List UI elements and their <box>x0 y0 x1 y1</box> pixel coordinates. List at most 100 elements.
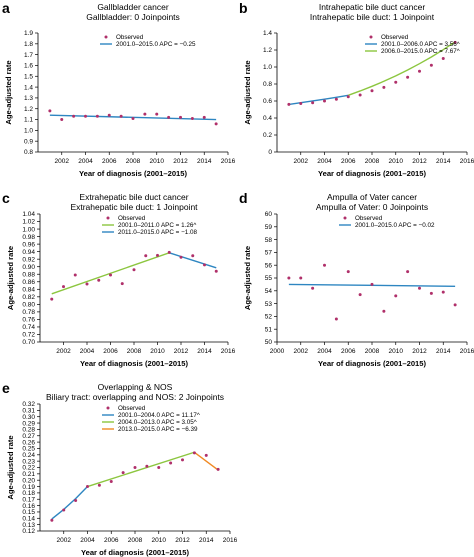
chart-svg-b: b Intrahepatic bile duct cancerIntrahepat… <box>239 0 474 178</box>
y-tick-label: 0.2 <box>263 132 272 139</box>
y-tick-label: 1.4 <box>263 30 272 37</box>
y-tick-label: 1.00 <box>22 226 35 233</box>
observed-point <box>60 118 64 122</box>
y-tick-label: 0.17 <box>22 496 35 503</box>
observed-point <box>97 278 101 282</box>
observed-point <box>214 269 218 273</box>
observed-point <box>453 303 457 307</box>
x-axis-label: Year of diagnosis (2001–2015) <box>79 169 188 178</box>
y-tick-label: 0.32 <box>22 401 35 408</box>
y-tick-label: 0.80 <box>22 302 35 309</box>
observed-point <box>299 102 303 106</box>
panel-letter: c <box>2 190 10 206</box>
y-tick-label: 0.22 <box>22 465 35 472</box>
x-tick-label: 2010 <box>389 348 404 355</box>
observed-point <box>73 273 77 277</box>
x-tick-label: 2004 <box>78 158 93 165</box>
x-tick-label: 2012 <box>175 537 190 544</box>
chart-panel-c: c Extrahepatic bile duct cancer Extrahepat… <box>0 190 237 380</box>
y-tick-label: 0.70 <box>22 339 35 346</box>
observed-point <box>323 263 326 267</box>
y-tick-label: 50 <box>265 339 273 346</box>
y-tick-label: 0.28 <box>22 427 35 434</box>
observed-point <box>453 40 457 44</box>
x-tick-label: 2008 <box>365 158 380 165</box>
x-tick-label: 2002 <box>57 537 72 544</box>
x-tick-label: 2010 <box>389 158 404 165</box>
x-tick-label: 2012 <box>412 348 427 355</box>
legend-marker <box>106 216 110 220</box>
x-tick-label: 2002 <box>55 158 70 165</box>
observed-point <box>133 466 137 469</box>
y-tick-label: 1.0 <box>24 128 33 135</box>
y-tick-label: 0.27 <box>22 433 35 440</box>
x-tick-label: 2006 <box>102 158 117 165</box>
y-tick-label: 0.26 <box>22 439 35 446</box>
observed-point <box>167 250 171 254</box>
x-tick-label: 2014 <box>197 348 212 355</box>
y-axis-label: Age-adjusted rate <box>6 435 15 499</box>
legend-marker <box>343 216 347 220</box>
y-tick-label: 0 <box>268 149 272 156</box>
y-tick-label: 0.25 <box>22 446 35 453</box>
x-tick-label: 2012 <box>412 158 427 165</box>
observed-point <box>323 99 326 103</box>
observed-point <box>192 451 196 455</box>
observed-point <box>144 254 148 258</box>
y-tick-label: 0.30 <box>22 414 35 421</box>
y-tick-label: 1.0 <box>263 64 272 71</box>
chart-panel-d: d Ampulla of Vater cancer Ampulla of Vater… <box>237 190 474 380</box>
observed-point <box>418 286 421 290</box>
y-tick-label: 0.98 <box>22 234 35 241</box>
legend-marker <box>106 406 110 410</box>
legend-label: Observed <box>355 215 383 222</box>
observed-point <box>62 508 66 512</box>
observed-point <box>216 467 220 471</box>
x-tick-label: 2012 <box>174 348 189 355</box>
x-tick-label: 2004 <box>80 348 95 355</box>
x-tick-label: 2014 <box>199 537 214 544</box>
y-tick-label: 1.3 <box>24 95 33 102</box>
x-tick-label: 2000 <box>270 348 285 355</box>
x-axis-label: Year of diagnosis (2001–2015) <box>80 359 189 368</box>
observed-point <box>50 297 54 301</box>
x-tick-label: 2014 <box>197 158 212 165</box>
observed-point <box>406 270 410 274</box>
x-axis-label: Year of diagnosis (2001–2015) <box>318 359 427 368</box>
observed-point <box>132 268 136 272</box>
x-tick-label: 2014 <box>436 158 451 165</box>
chart-subtitle: Extrahepatic bile duct: 1 Joinpoint <box>70 202 198 212</box>
x-tick-label: 2008 <box>127 348 142 355</box>
x-tick-label: 2010 <box>152 537 167 544</box>
chart-subtitle: Gallbladder: 0 Joinpoints <box>86 12 180 22</box>
x-tick-label: 2016 <box>221 348 236 355</box>
y-tick-label: 52 <box>265 314 273 321</box>
observed-point <box>418 69 421 73</box>
observed-point <box>311 286 315 290</box>
observed-point <box>287 102 291 106</box>
observed-point <box>145 464 149 468</box>
y-tick-label: 0.16 <box>22 503 35 510</box>
observed-point <box>394 80 398 84</box>
trend-segment-2 <box>348 41 456 96</box>
y-tick-label: 0.24 <box>22 452 35 459</box>
x-tick-label: 2002 <box>56 348 71 355</box>
legend-label: Observed <box>116 34 144 41</box>
y-tick-label: 58 <box>265 237 273 244</box>
x-axis-label: Year of diagnosis (2001–2015) <box>318 169 427 178</box>
chart-title: Overlapping & NOS <box>98 382 173 392</box>
x-tick-label: 2006 <box>341 158 356 165</box>
x-tick-label: 2006 <box>104 537 119 544</box>
observed-point <box>95 114 99 118</box>
observed-point <box>334 97 338 101</box>
trend-segment-3 <box>193 451 219 471</box>
y-tick-label: 0.74 <box>22 324 35 331</box>
y-tick-label: 1.6 <box>24 63 33 70</box>
x-tick-label: 2004 <box>317 348 332 355</box>
chart-panel-b: b Intrahepatic bile duct cancer Intrahepat… <box>237 0 474 190</box>
panel-letter: e <box>2 380 10 396</box>
